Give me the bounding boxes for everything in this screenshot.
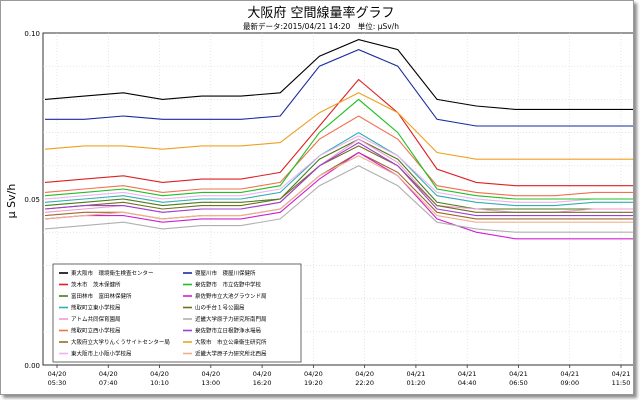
x-tick-time: 05:30 bbox=[48, 379, 67, 387]
x-tick-time: 10:10 bbox=[150, 379, 169, 387]
series-line-16 bbox=[44, 155, 633, 223]
series-line-14 bbox=[44, 141, 633, 217]
legend-label: アトム共同保育園局 bbox=[71, 315, 121, 323]
x-tick-date: 04/20 bbox=[253, 370, 272, 378]
legend-label: 大阪市 市立公衆衛生研究所 bbox=[195, 338, 267, 346]
legend-box bbox=[52, 263, 302, 363]
chart-subtitle: 最新データ:2015/04/21 14:20 単位: μSv/h bbox=[243, 21, 399, 31]
series-line-9 bbox=[45, 49, 633, 127]
series-group bbox=[44, 39, 633, 240]
x-tick-time: 22:20 bbox=[355, 379, 374, 387]
legend-label: 富田林市 富田林保健所 bbox=[71, 292, 132, 300]
y-axis-ticks: 0.10 0.05 0.00 bbox=[24, 30, 40, 370]
x-tick-date: 04/20 bbox=[355, 370, 374, 378]
legend-label: 東大阪市上小阪小学校局 bbox=[71, 350, 132, 358]
legend-label: 泉佐野市立日根野浄水場局 bbox=[195, 327, 261, 335]
x-tick-date: 04/20 bbox=[99, 370, 118, 378]
x-tick-time: 07:40 bbox=[99, 379, 118, 387]
x-tick-time: 16:20 bbox=[253, 379, 272, 387]
legend-label: 熊取町立西小学校局 bbox=[71, 327, 121, 335]
chart-frame: 大阪府 空間線量率グラフ 最新データ:2015/04/21 14:20 単位: … bbox=[0, 0, 634, 395]
x-tick-date: 04/21 bbox=[509, 370, 528, 378]
x-axis-ticks: 04/2005:3004/2007:4004/2010:1004/2013:00… bbox=[48, 365, 631, 387]
series-line-15 bbox=[44, 92, 633, 160]
x-tick-time: 19:20 bbox=[304, 379, 323, 387]
legend-label: 茨木市 茨木保健所 bbox=[71, 281, 121, 289]
x-tick-date: 04/20 bbox=[304, 370, 323, 378]
legend-label: 泉佐野市 市立佐野中学校 bbox=[195, 281, 262, 289]
legend-label: 泉佐野市立大池グラウンド局 bbox=[195, 292, 267, 300]
legend-label: 大阪府立大学りんくうサイトセンター局 bbox=[71, 338, 170, 346]
y-axis-label: μ Sv/h bbox=[5, 184, 18, 219]
legend-label: 山の手台１号公園局 bbox=[195, 304, 245, 312]
legend-label: 寝屋川市 寝屋川保健所 bbox=[195, 269, 256, 277]
legend-label: 近畿大学原子力研究所南門局 bbox=[195, 315, 267, 323]
chart-title: 大阪府 空間線量率グラフ bbox=[247, 5, 394, 21]
x-tick-date: 04/21 bbox=[560, 370, 579, 378]
y-tick-label: 0.05 bbox=[24, 196, 40, 204]
x-tick-date: 04/21 bbox=[458, 370, 477, 378]
x-tick-date: 04/20 bbox=[48, 370, 67, 378]
x-tick-date: 04/20 bbox=[150, 370, 169, 378]
legend-label: 熊取町立東小学校局 bbox=[71, 304, 121, 312]
x-tick-time: 01:20 bbox=[407, 379, 426, 387]
x-tick-time: 13:00 bbox=[201, 379, 220, 387]
series-line-3 bbox=[44, 138, 633, 210]
x-tick-time: 04:40 bbox=[458, 379, 477, 387]
x-tick-date: 04/21 bbox=[612, 370, 631, 378]
line-chart: 大阪府 空間線量率グラフ 最新データ:2015/04/21 14:20 単位: … bbox=[5, 5, 633, 387]
series-line-12 bbox=[44, 145, 633, 213]
legend-label: 近畿大学原子力研究所北西局 bbox=[195, 350, 267, 358]
series-line-10 bbox=[44, 98, 633, 200]
series-line-8 bbox=[44, 135, 633, 203]
x-tick-date: 04/21 bbox=[407, 370, 426, 378]
series-line-6 bbox=[44, 115, 633, 197]
legend-label: 東大阪市 環境衛生検査センター bbox=[71, 269, 154, 277]
y-tick-label: 0.00 bbox=[24, 362, 40, 370]
x-tick-time: 06:50 bbox=[509, 379, 528, 387]
x-tick-time: 09:00 bbox=[560, 379, 579, 387]
series-line-13 bbox=[44, 165, 633, 233]
x-tick-time: 11:50 bbox=[612, 379, 631, 387]
series-line-4 bbox=[44, 131, 633, 207]
x-tick-date: 04/20 bbox=[201, 370, 220, 378]
y-tick-label: 0.10 bbox=[24, 30, 40, 38]
series-line-1 bbox=[44, 39, 633, 110]
